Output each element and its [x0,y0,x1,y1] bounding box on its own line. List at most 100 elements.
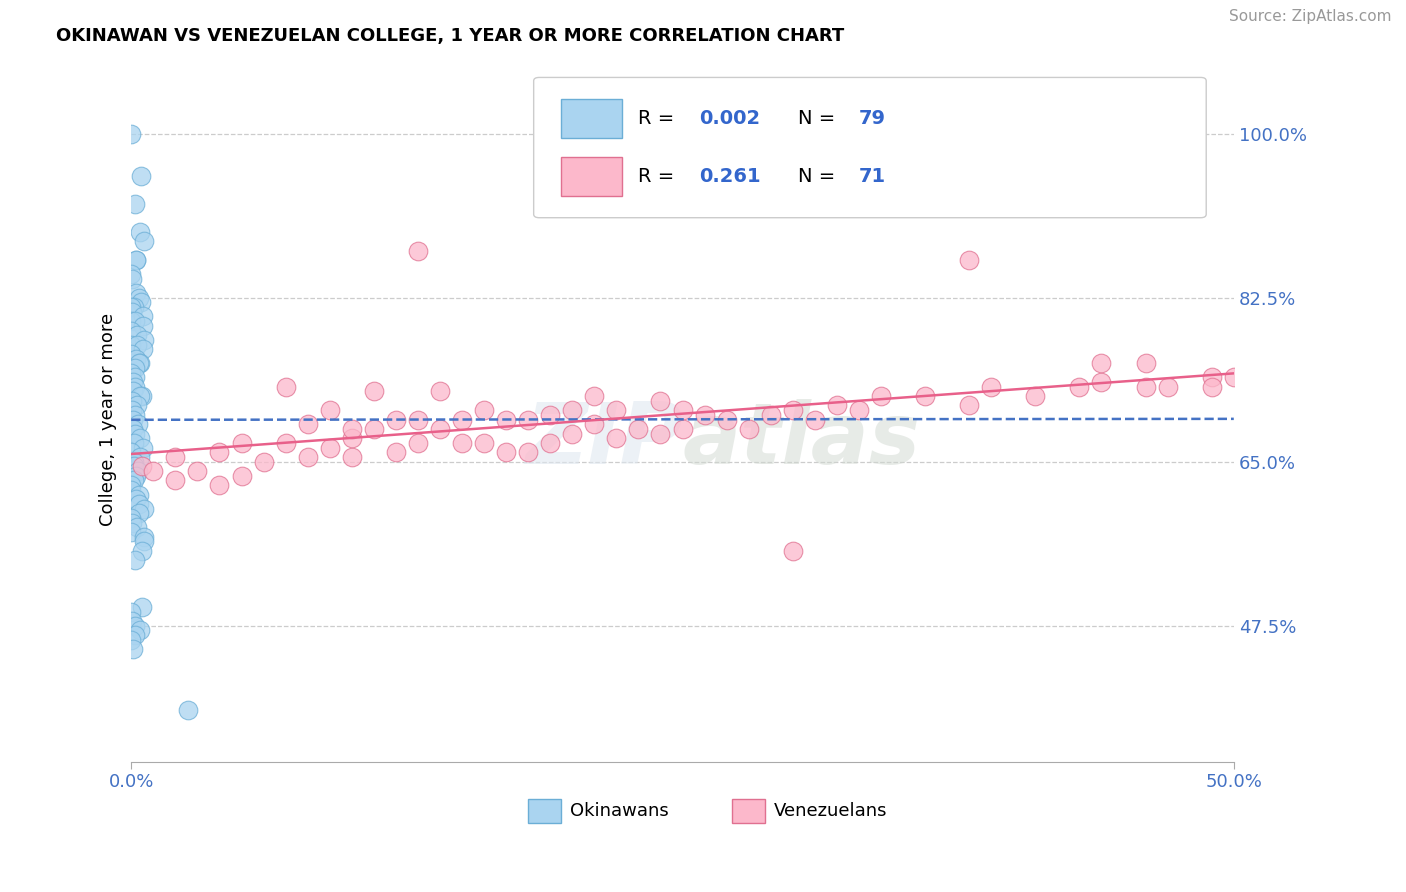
Point [980,380,1002,394]
Text: ZIP: ZIP [524,399,682,482]
Text: 0.261: 0.261 [699,167,761,186]
Text: 71: 71 [859,167,886,186]
Point [129,450,152,464]
Point [128,225,150,239]
Point [406,436,429,450]
Point [124,553,146,567]
Point [495,445,517,459]
Point [538,436,561,450]
Text: N =: N = [799,167,842,186]
Point [122,300,145,314]
Point [759,408,782,422]
Point [363,422,385,436]
Point [165,450,187,464]
Point [122,474,145,488]
Point [957,399,980,413]
Point [142,464,165,478]
Point [804,412,827,426]
Point [132,441,155,455]
Point [122,384,145,399]
Point [1135,380,1157,394]
Point [208,478,231,492]
Point [120,605,142,619]
Point [132,235,155,249]
Point [124,619,146,633]
Point [605,431,627,445]
Point [124,459,146,474]
Point [131,543,153,558]
FancyBboxPatch shape [534,78,1206,218]
Point [129,624,152,638]
Point [561,403,583,417]
Text: N =: N = [799,109,842,128]
Point [120,445,142,459]
Point [252,455,274,469]
FancyBboxPatch shape [529,798,561,823]
Point [132,530,155,544]
Point [121,403,143,417]
Point [716,412,738,426]
Point [1090,375,1112,389]
Point [451,412,474,426]
Point [914,389,936,403]
Point [125,337,148,351]
Point [318,441,340,455]
Point [122,422,145,436]
Point [120,127,142,141]
Point [605,403,627,417]
Point [124,628,146,642]
Point [125,468,148,483]
Point [120,524,142,539]
Text: R =: R = [638,167,681,186]
Text: Venezuelans: Venezuelans [775,802,887,820]
Point [122,412,145,426]
Point [1201,370,1223,384]
Point [129,295,152,310]
Point [129,356,152,370]
Point [406,244,429,258]
Point [176,703,198,717]
Text: Source: ZipAtlas.com: Source: ZipAtlas.com [1229,9,1392,24]
Point [385,445,408,459]
Point [429,384,451,399]
Point [848,403,870,417]
Point [1024,389,1046,403]
Point [231,436,253,450]
Point [128,506,150,520]
Point [429,422,451,436]
Point [124,253,146,268]
Point [120,511,142,525]
Point [124,197,146,211]
Point [517,412,540,426]
Point [124,380,146,394]
Text: R =: R = [638,109,681,128]
Point [340,450,363,464]
Point [825,399,848,413]
Point [128,487,150,501]
Point [782,543,804,558]
Text: atlas: atlas [682,399,921,482]
Point [124,361,146,376]
Text: 79: 79 [859,109,886,128]
Point [517,445,540,459]
Point [870,389,893,403]
Point [472,436,495,450]
Point [583,417,606,432]
Point [127,464,149,478]
Point [1090,356,1112,370]
Point [1069,380,1091,394]
Point [561,426,583,441]
Point [120,337,142,351]
Point [650,393,672,408]
Y-axis label: College, 1 year or more: College, 1 year or more [100,313,117,526]
Point [125,399,148,413]
Point [121,305,143,319]
Text: Okinawans: Okinawans [569,802,669,820]
Point [124,455,146,469]
Point [128,291,150,305]
Point [122,375,145,389]
Point [693,408,716,422]
Point [121,393,143,408]
Point [132,343,155,357]
Point [120,347,142,361]
